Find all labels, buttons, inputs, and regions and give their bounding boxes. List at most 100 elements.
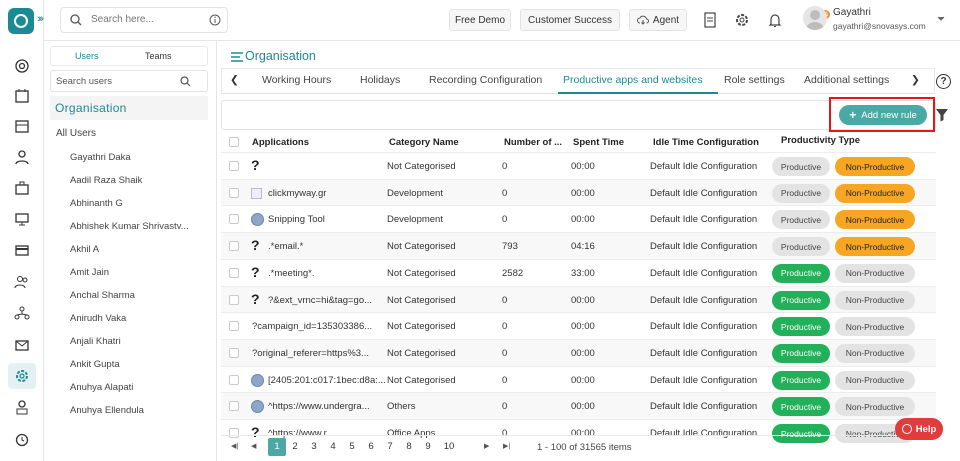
organisation-item[interactable]: Organisation	[50, 96, 208, 120]
non-productive-toggle[interactable]: Non-Productive	[835, 210, 915, 230]
global-search[interactable]: Search here...	[60, 7, 228, 33]
help-button[interactable]: Help	[895, 418, 943, 440]
productive-toggle[interactable]: Productive	[772, 370, 830, 390]
tab-additional-settings[interactable]: Additional settings	[804, 74, 890, 86]
dashboard-icon[interactable]	[12, 56, 32, 76]
filter-icon[interactable]	[935, 108, 949, 122]
briefcase-icon[interactable]	[12, 178, 32, 198]
col-number[interactable]: Number of ...	[504, 137, 563, 148]
menu-icon[interactable]	[231, 52, 243, 62]
tab-users[interactable]: Users	[75, 51, 99, 61]
chevron-down-icon[interactable]	[937, 16, 945, 22]
productive-toggle[interactable]: Productive	[772, 157, 830, 176]
monitor-icon[interactable]	[12, 209, 32, 229]
user-list-item[interactable]: Anjali Khatri	[70, 336, 121, 347]
productive-toggle[interactable]: Productive	[772, 263, 830, 283]
select-all-checkbox[interactable]	[229, 137, 239, 147]
user-list-item[interactable]: Ankit Gupta	[70, 359, 120, 370]
tab-teams[interactable]: Teams	[145, 51, 172, 61]
tab-role-settings[interactable]: Role settings	[724, 74, 785, 86]
app-logo-icon[interactable]	[8, 8, 34, 34]
table-row[interactable]: Snipping Tool Development 0 00:00 Default Id…	[221, 205, 936, 233]
card-icon[interactable]	[12, 240, 32, 260]
table-row[interactable]: [2405:201:c017:1bec:d8a:... Not Categoris…	[221, 365, 936, 393]
productive-toggle[interactable]: Productive	[772, 237, 830, 257]
settings-icon[interactable]	[8, 363, 36, 389]
col-applications[interactable]: Applications	[252, 137, 310, 148]
page-number[interactable]: 7	[387, 441, 393, 452]
table-row[interactable]: ? Not Categorised 0 00:00 Default Idle Confi…	[221, 152, 936, 179]
user-list-item[interactable]: Akhil A	[70, 244, 100, 255]
user-list-item[interactable]: Anuhya Ellendula	[70, 405, 144, 416]
page-number[interactable]: 1	[268, 438, 286, 456]
tab-recording-configuration[interactable]: Recording Configuration	[429, 74, 543, 86]
user-list-item[interactable]: Anchal Sharma	[70, 290, 135, 301]
row-checkbox[interactable]	[229, 428, 239, 438]
row-checkbox[interactable]	[229, 267, 239, 278]
calendar-icon[interactable]	[12, 86, 32, 106]
page-number[interactable]: 10	[443, 441, 455, 452]
all-users-item[interactable]: All Users	[56, 128, 97, 139]
row-checkbox[interactable]	[229, 241, 239, 252]
user-icon[interactable]	[12, 147, 32, 167]
col-spent-time[interactable]: Spent Time	[573, 137, 625, 148]
free-demo-button[interactable]: Free Demo	[449, 9, 511, 31]
customer-success-button[interactable]: Customer Success	[520, 9, 620, 31]
table-row[interactable]: ? .*email.* Not Categorised 793 04:16 Default…	[221, 232, 936, 259]
document-icon[interactable]	[701, 11, 719, 29]
non-productive-toggle[interactable]: Non-Productive	[835, 317, 915, 337]
avatar[interactable]	[803, 6, 827, 30]
page-number[interactable]: 8	[406, 441, 412, 452]
user-search-input[interactable]: Search users	[56, 76, 112, 87]
last-page-icon[interactable]: ▶|	[503, 443, 511, 450]
bell-icon[interactable]	[766, 11, 784, 29]
col-idle-time[interactable]: Idle Time Configuration	[653, 137, 759, 148]
user-list-item[interactable]: Abhishek Kumar Shrivastv...	[70, 221, 189, 232]
tabs-prev-icon[interactable]: ❮	[230, 74, 239, 86]
page-number[interactable]: 6	[368, 441, 374, 452]
user-search[interactable]: Search users	[50, 70, 208, 92]
productive-toggle[interactable]: Productive	[772, 424, 830, 443]
table-row[interactable]: ?original_referer=https%3... Not Categori…	[221, 338, 936, 366]
col-productivity-type[interactable]: Productivity Type	[781, 135, 861, 146]
row-checkbox[interactable]	[229, 374, 239, 385]
productive-toggle[interactable]: Productive	[772, 290, 830, 310]
help-question-icon[interactable]: ?	[936, 74, 951, 89]
add-new-rule-button[interactable]: + Add new rule	[839, 105, 927, 125]
user-list-item[interactable]: Abhinanth G	[70, 198, 123, 209]
row-checkbox[interactable]	[229, 214, 239, 225]
tab-holidays[interactable]: Holidays	[360, 74, 401, 86]
alarm-icon[interactable]	[12, 429, 32, 449]
hierarchy-icon[interactable]	[12, 303, 32, 323]
next-page-icon[interactable]: ▶	[484, 443, 490, 450]
page-number[interactable]: 4	[330, 441, 336, 452]
row-checkbox[interactable]	[229, 401, 239, 412]
productive-toggle[interactable]: Productive	[772, 183, 830, 203]
user-list-item[interactable]: Anuhya Alapati	[70, 382, 134, 393]
productive-toggle[interactable]: Productive	[772, 397, 830, 417]
table-row[interactable]: ? .*meeting*. Not Categorised 2582 33:00 Defa…	[221, 258, 936, 286]
page-number[interactable]: 5	[349, 441, 355, 452]
row-checkbox[interactable]	[229, 294, 239, 305]
page-number[interactable]: 3	[311, 441, 317, 452]
prev-page-icon[interactable]: ◀	[251, 443, 257, 450]
row-checkbox[interactable]	[229, 347, 239, 358]
table-row[interactable]: ? ^https://www.r... Office Apps 0 00:00 Defau…	[221, 419, 936, 446]
search-input[interactable]: Search here...	[91, 14, 154, 25]
table-row[interactable]: clickmyway.gr Development 0 00:00 Default Id…	[221, 178, 936, 206]
profile-icon[interactable]	[12, 397, 32, 417]
productive-toggle[interactable]: Productive	[772, 210, 830, 230]
row-checkbox[interactable]	[229, 321, 239, 332]
tab-working-hours[interactable]: Working Hours	[262, 74, 332, 86]
agent-button[interactable]: Agent	[629, 9, 687, 31]
non-productive-toggle[interactable]: Non-Productive	[835, 343, 915, 363]
team-icon[interactable]	[12, 272, 32, 292]
non-productive-toggle[interactable]: Non-Productive	[835, 183, 915, 203]
non-productive-toggle[interactable]: Non-Productive	[835, 263, 915, 283]
productive-toggle[interactable]: Productive	[772, 343, 830, 363]
table-row[interactable]: ? ?&ext_vrnc=hi&tag=go... Not Categorised 0…	[221, 285, 936, 313]
info-icon[interactable]	[209, 14, 221, 26]
table-row[interactable]: ?campaign_id=135303386... Not Categorised…	[221, 312, 936, 339]
non-productive-toggle[interactable]: Non-Productive	[835, 157, 915, 176]
row-checkbox[interactable]	[229, 161, 239, 171]
